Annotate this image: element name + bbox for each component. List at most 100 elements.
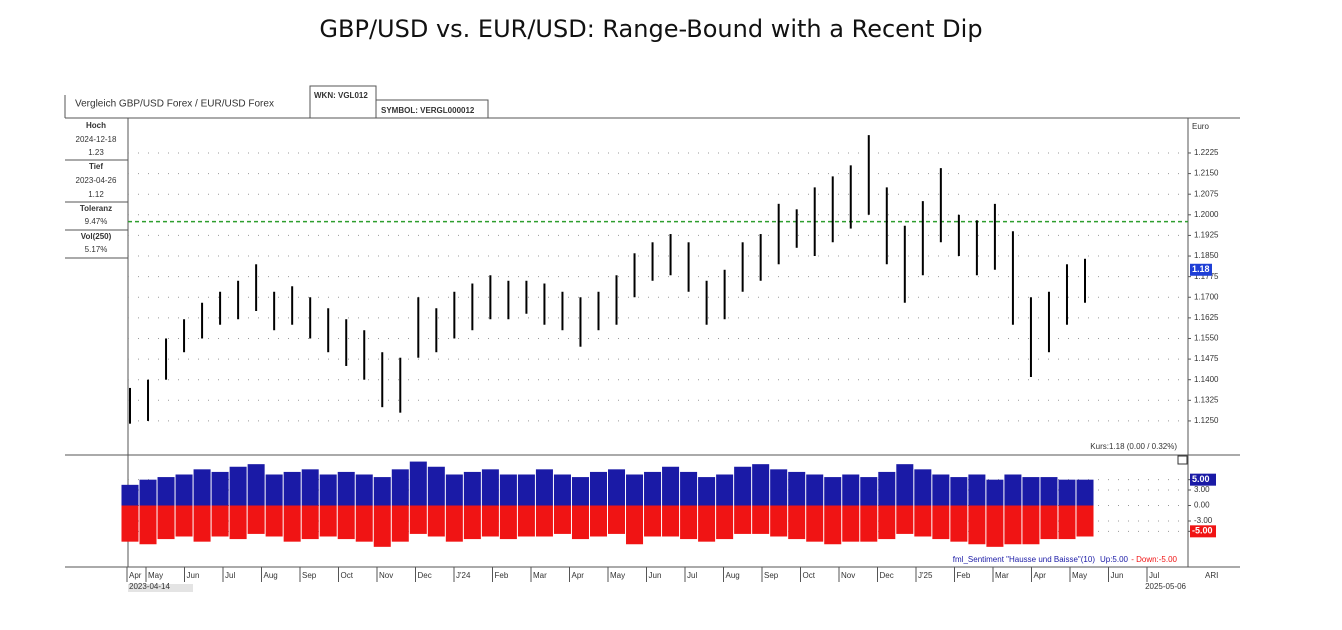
down-bar [571,505,589,540]
y-tick-label: 1.1775 [1194,272,1219,281]
up-bar [716,474,734,506]
y-tick-label: 1.1700 [1194,292,1219,301]
up-bar [806,474,824,506]
up-bar [1004,474,1022,506]
down-bar [932,505,950,540]
x-tick-label: Oct [803,571,816,580]
up-bar [553,474,571,506]
x-tick-label: Feb [495,571,509,580]
up-bar [842,474,860,506]
indicator-legend: fml_Sentiment "Hausse und Baisse"(10) [953,555,1096,564]
up-bar [391,469,409,506]
down-bar [193,505,211,542]
down-bar [950,505,968,542]
x-tick-label: May [610,571,625,580]
info-value: 1.12 [88,190,104,199]
down-bar [283,505,301,542]
x-tick-label: Dec [418,571,432,580]
down-bar [734,505,752,534]
x-tick-label: Feb [957,571,971,580]
info-label: Hoch [86,121,106,130]
down-bar [662,505,680,537]
down-bar [445,505,463,542]
up-bar [463,471,481,506]
y-tick-label: 3.00 [1194,485,1210,494]
y-tick-label: 1.1550 [1194,334,1219,343]
down-bar [517,505,535,537]
up-bar [193,469,211,506]
y-tick-label: 1.1625 [1194,313,1219,322]
down-bar [499,505,517,540]
x-tick-label: Jun [1111,571,1124,580]
symbol: SYMBOL: VERGL000012 [381,106,475,115]
up-bar [157,477,175,506]
x-tick-label: May [1072,571,1087,580]
up-bar [517,474,535,506]
down-bar [896,505,914,534]
up-bar [914,469,932,506]
down-bar [409,505,427,534]
up-bar [283,471,301,506]
down-bar [301,505,319,540]
end-date: 2025-05-06 [1145,582,1186,591]
y-tick-label: 0.00 [1194,501,1210,510]
down-bar [626,505,644,545]
up-bar [373,477,391,506]
up-bar [481,469,499,506]
y-tick-label: 1.1925 [1194,231,1219,240]
up-bar [770,469,788,506]
x-tick-label: Aug [726,571,740,580]
x-tick-label: Aug [264,571,278,580]
up-bar [319,474,337,506]
up-bar [301,469,319,506]
down-bar [788,505,806,540]
down-bar [355,505,373,542]
up-bar [1040,477,1058,506]
wkn: WKN: VGL012 [314,91,368,100]
down-bar [1040,505,1058,540]
y-axis-label: Euro [1192,122,1209,131]
up-bar [662,466,680,506]
down-bar [589,505,607,537]
x-tick-label: Sep [302,571,317,580]
up-bar [626,474,644,506]
up-bar [265,474,283,506]
down-bar [463,505,481,540]
down-bar [481,505,499,537]
y-tick-label: 1.1475 [1194,354,1219,363]
up-bar [950,477,968,506]
up-bar [752,464,770,506]
status: Kurs:1.18 (0.00 / 0.32%) [1090,442,1177,451]
down-bar [806,505,824,542]
up-bar [896,464,914,506]
down-bar [139,505,157,545]
y-tick-label: 1.2075 [1194,189,1219,198]
down-bar [337,505,355,540]
x-tick-label: J'25 [918,571,933,580]
instrument-name: Vergleich GBP/USD Forex / EUR/USD Forex [75,99,274,110]
up-bar [860,477,878,506]
info-value: 5.17% [85,245,108,254]
up-bar [571,477,589,506]
x-tick-label: Nov [841,571,855,580]
x-tick-label: Dec [880,571,894,580]
down-bar [1076,505,1094,537]
up-bar [968,474,986,506]
up-bar [499,474,517,506]
x-tick-label: Oct [341,571,354,580]
y-tick-label: 1.1325 [1194,395,1219,404]
x-tick-label: Apr [572,571,585,580]
down-bar [319,505,337,537]
level-box [1190,473,1216,486]
down-bar [535,505,553,537]
up-bar [535,469,553,506]
up-bar [121,484,139,506]
up-bar [139,479,157,506]
up-bar [1076,479,1094,506]
y-tick-label: 1.2000 [1194,210,1219,219]
down-bar [644,505,662,537]
x-tick-label: Sep [764,571,779,580]
y-tick-label: 1.1850 [1194,251,1219,260]
